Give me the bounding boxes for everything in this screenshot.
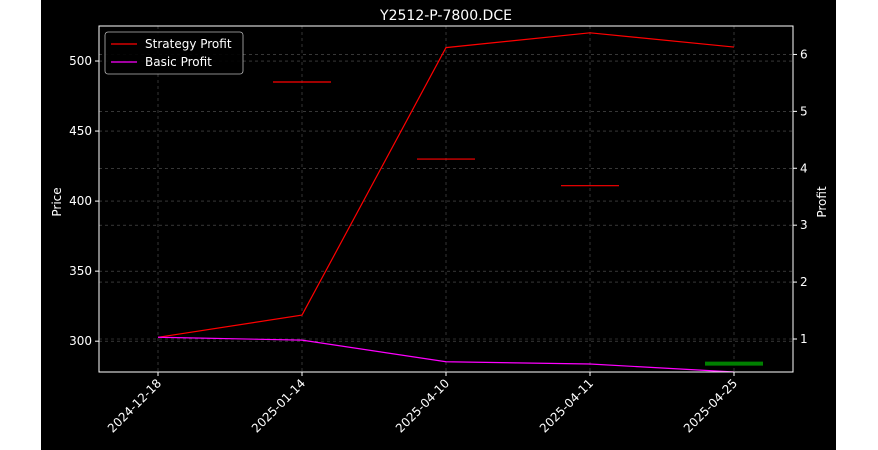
y-tick-label-right: 2	[800, 275, 808, 289]
y-tick-label-left: 450	[69, 124, 92, 138]
y-tick-label-right: 5	[800, 104, 808, 118]
y-tick-label-left: 300	[69, 334, 92, 348]
chart-figure: 2024-12-18 2025-01-14 2025-04-10 2025-04-11…	[41, 0, 836, 450]
y-tick-label-left: 400	[69, 194, 92, 208]
series-line-strategy-profit	[157, 32, 735, 338]
legend-label: Basic Profit	[145, 55, 212, 69]
series-lines	[157, 32, 735, 373]
y-tick-label-left: 500	[69, 54, 92, 68]
legend: Strategy Profit Basic Profit	[104, 31, 244, 75]
chart-svg: 2024-12-18 2025-01-14 2025-04-10 2025-04-11…	[50, 8, 829, 435]
grid-lines	[99, 26, 793, 372]
y-tick-label-right: 1	[800, 332, 808, 346]
x-tick-label: 2025-04-11	[537, 376, 596, 435]
y-tick-label-left: 350	[69, 264, 92, 278]
y-axis-label-left: Price	[50, 187, 64, 216]
y-tick-label-right: 6	[800, 47, 808, 61]
axes: 2024-12-18 2025-01-14 2025-04-10 2025-04-11…	[69, 25, 808, 435]
y-axis-label-right: Profit	[815, 186, 829, 218]
x-tick-label: 2024-12-18	[105, 376, 164, 435]
x-tick-label: 2025-04-10	[393, 376, 452, 435]
chart-title: Y2512-P-7800.DCE	[379, 8, 512, 24]
x-tick-label: 2025-01-14	[249, 376, 308, 435]
legend-label: Strategy Profit	[145, 37, 232, 51]
price-marks	[273, 81, 763, 366]
y-tick-label-right: 4	[800, 161, 808, 175]
legend-box	[104, 31, 244, 75]
y-tick-label-right: 3	[800, 218, 808, 232]
x-tick-label: 2025-04-25	[681, 376, 740, 435]
series-line-basic-profit	[157, 336, 735, 373]
